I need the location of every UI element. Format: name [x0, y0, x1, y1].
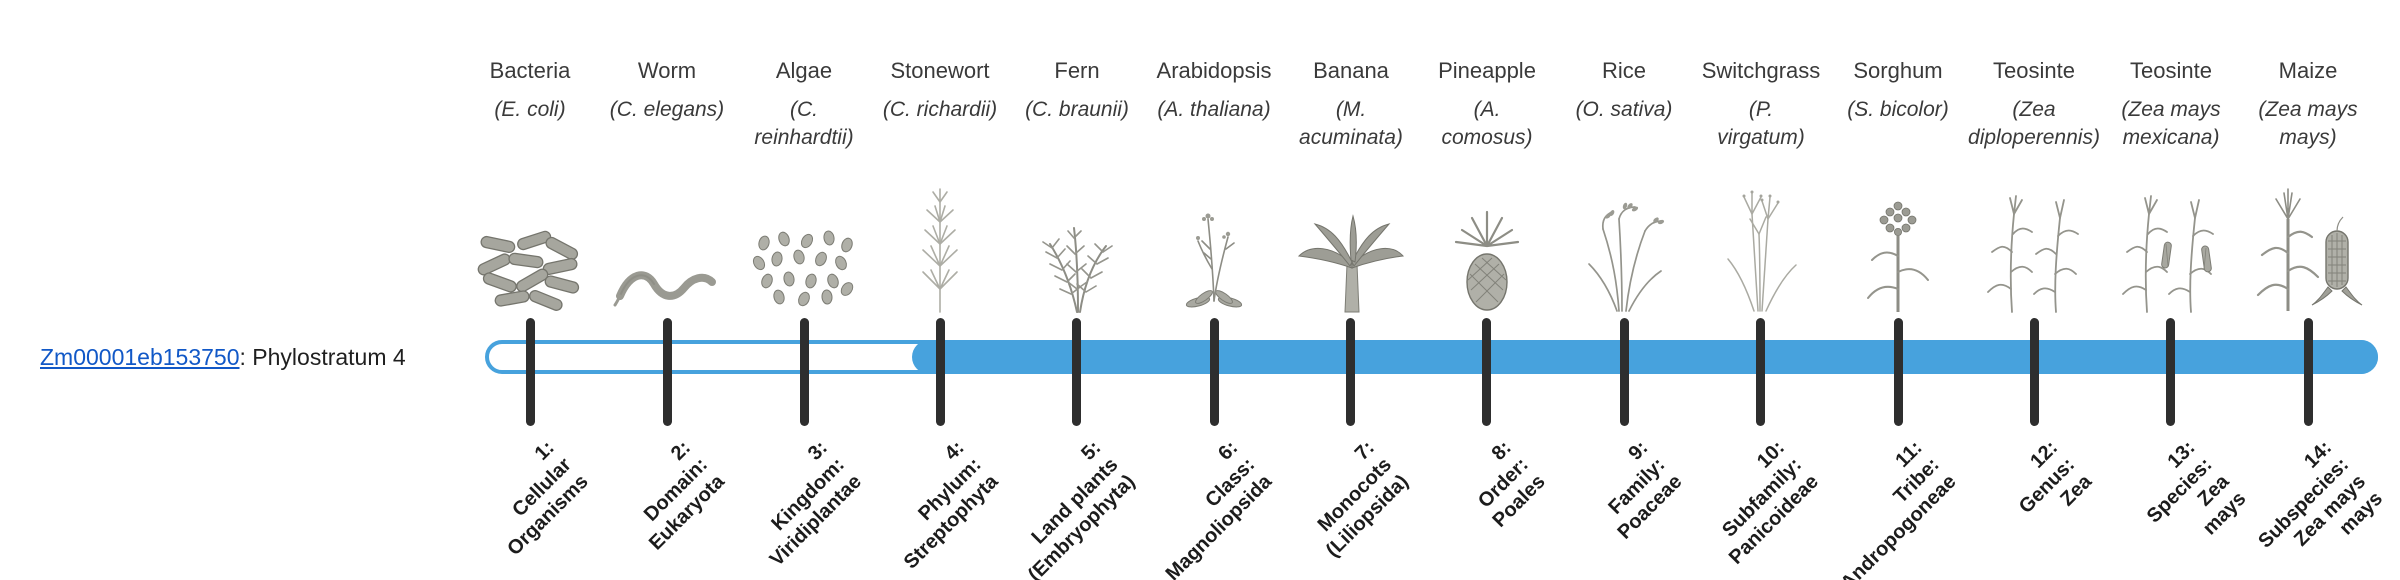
arabidopsis-icon: [1129, 168, 1299, 314]
species-name: Switchgrass: [1701, 58, 1821, 83]
phylostratum-label: 11: Tribe: Andropogoneae: [1836, 436, 1961, 580]
species-column: Arabidopsis (A. thaliana): [1129, 0, 1299, 330]
worm-icon: [582, 168, 752, 314]
phylostratum-label: 5: Land plants (Embryophyta): [1023, 436, 1140, 580]
species-name: Stonewort: [890, 58, 990, 83]
species-name: Worm: [637, 58, 697, 83]
species-name: Fern: [1054, 58, 1100, 83]
sorghum-icon: [1813, 168, 1983, 314]
species-scientific-name: (A. comosus): [1441, 98, 1533, 149]
stonewort-icon: [855, 168, 1025, 314]
switchgrass-icon: [1676, 168, 1846, 314]
species-column: Fern (C. braunii): [992, 0, 1162, 330]
phylostratum-label: 2: Domain: Eukaryota: [640, 436, 730, 555]
species-name: Rice: [1601, 58, 1646, 83]
species-name: Maize: [2278, 58, 2338, 83]
species-name: Teosinte: [2130, 58, 2212, 83]
species-scientific-name: (C. richardii): [882, 98, 998, 121]
species-column: Rice (O. sativa): [1539, 0, 1709, 330]
species-column: Algae (C. reinhardtii): [719, 0, 889, 330]
pineapple-icon: [1402, 168, 1572, 314]
species-name: Teosinte: [1993, 58, 2075, 83]
phylostratum-tick: [1894, 318, 1903, 426]
phylostratum-label: 3: Kingdom: Viridiplantae: [766, 436, 867, 571]
species-scientific-name: (S. bicolor): [1847, 98, 1949, 121]
phylostratum-label: 10: Subfamily: Panicoideae: [1718, 436, 1824, 569]
phylostratum-label: 13: Species: Zea mays: [2142, 436, 2251, 540]
species-scientific-name: (Zea mays mexicana): [2121, 98, 2221, 149]
species-scientific-name: (M. acuminata): [1299, 98, 1403, 149]
species-scientific-name: (O. sativa): [1575, 98, 1673, 121]
species-name: Banana: [1313, 58, 1389, 83]
species-column: Teosinte (Zea mays mexicana): [2086, 0, 2256, 330]
teosinte-mexicana-icon: [2086, 168, 2256, 314]
species-column: Sorghum (S. bicolor): [1813, 0, 1983, 330]
species-scientific-name: (Zea mays mays): [2258, 98, 2358, 149]
phylostratum-tick: [936, 318, 945, 426]
gene-label: Zm00001eb153750: Phylostratum 4: [40, 343, 406, 371]
species-scientific-name: (Zea diploperennis): [1968, 98, 2100, 149]
phylostratum-tick: [1756, 318, 1765, 426]
species-column: Bacteria (E. coli): [445, 0, 615, 330]
species-column: Teosinte (Zea diploperennis): [1949, 0, 2119, 330]
phylostratum-tick: [1346, 318, 1355, 426]
species-column: Pineapple (A. comosus): [1402, 0, 1572, 330]
teosinte-diploperennis-icon: [1949, 168, 2119, 314]
phylostratum-tick: [526, 318, 535, 426]
species-name: Sorghum: [1853, 58, 1943, 83]
banana-icon: [1266, 168, 1436, 314]
species-scientific-name: (C. braunii): [1025, 98, 1129, 121]
species-scientific-name: (C. reinhardtii): [754, 98, 854, 149]
maize-icon: [2223, 168, 2393, 314]
species-column: Switchgrass (P. virgatum): [1676, 0, 1846, 330]
species-name: Arabidopsis: [1156, 58, 1272, 83]
species-scientific-name: (E. coli): [494, 98, 566, 121]
phylostratum-label: 6: Class: Magnoliopsida: [1161, 436, 1277, 580]
species-scientific-name: (C. elegans): [609, 98, 725, 121]
species-scientific-name: (P. virgatum): [1717, 98, 1805, 149]
species-column: Banana (M. acuminata): [1266, 0, 1436, 330]
phylostratum-label: 12: Genus: Zea: [2014, 436, 2097, 518]
phylostratum-tick: [2304, 318, 2313, 426]
phylostratum-tick: [2030, 318, 2039, 426]
phylostratum-tick: [1210, 318, 1219, 426]
species-column: Maize (Zea mays mays): [2223, 0, 2393, 330]
species-scientific-name: (A. thaliana): [1157, 98, 1271, 121]
species-name: Bacteria: [489, 58, 571, 83]
rice-icon: [1539, 168, 1709, 314]
fern-icon: [992, 168, 1162, 314]
phylostratum-tick: [663, 318, 672, 426]
phylostratum-tick: [1482, 318, 1491, 426]
phylostratum-tick: [1620, 318, 1629, 426]
phylostratum-label: 7: Monocots (Liliopsida): [1313, 436, 1414, 562]
phylostratum-label: 1: Cellular Organisms: [502, 436, 593, 561]
phylostratum-label: 8: Order: Poales: [1473, 436, 1550, 532]
algae-icon: [719, 168, 889, 314]
bacteria-icon: [445, 168, 615, 314]
phylostratum-tick: [800, 318, 809, 426]
gene-id-link[interactable]: Zm00001eb153750: [40, 344, 240, 370]
phylostratum-label: 9: Family: Poaceae: [1604, 436, 1687, 544]
phylostratum-label: 4: Phylum: Streptophyta: [899, 436, 1003, 574]
phylostratum-label: 14: Subspecies: Zea mays mays: [2254, 436, 2388, 553]
phylostratum-tick: [1072, 318, 1081, 426]
species-name: Pineapple: [1438, 58, 1536, 83]
species-column: Worm (C. elegans): [582, 0, 752, 330]
species-name: Algae: [775, 58, 833, 83]
phylostratum-tick: [2166, 318, 2175, 426]
gene-stratum-text: : Phylostratum 4: [239, 344, 406, 370]
phylostrata-bar-fill: [912, 340, 2378, 374]
species-column: Stonewort (C. richardii): [855, 0, 1025, 330]
